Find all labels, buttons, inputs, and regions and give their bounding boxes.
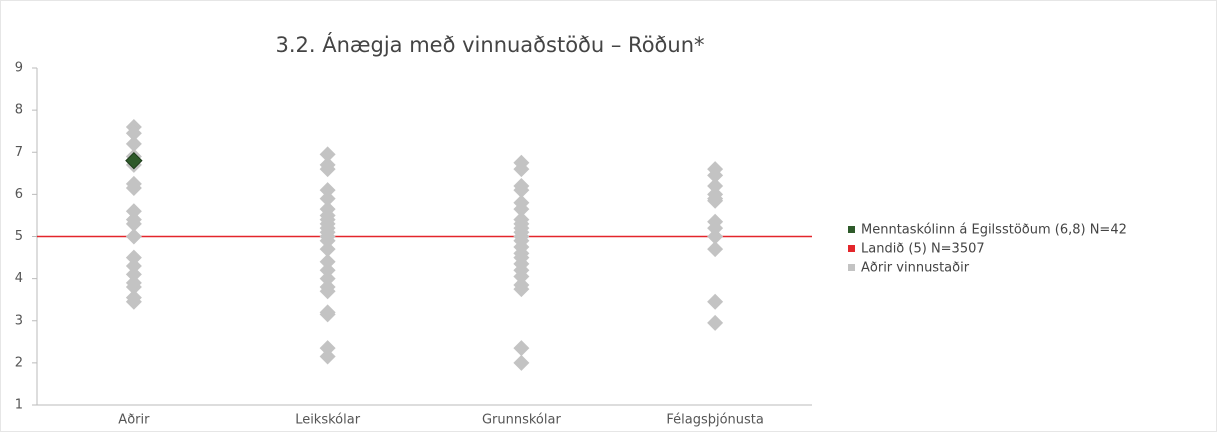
point [707, 192, 724, 209]
point [125, 125, 142, 142]
point [125, 228, 142, 245]
point [319, 161, 336, 178]
point [707, 241, 724, 258]
legend-swatch [848, 226, 855, 233]
point [707, 167, 724, 184]
point [125, 266, 142, 283]
point [319, 241, 336, 258]
point [707, 293, 724, 310]
point [319, 182, 336, 199]
point [125, 203, 142, 220]
point [125, 257, 142, 274]
point [513, 340, 530, 357]
point [125, 135, 142, 152]
legend-label: Aðrir vinnustaðir [861, 261, 970, 276]
point [319, 283, 336, 300]
y-tick-label: 9 [15, 61, 23, 76]
point [513, 281, 530, 298]
point [319, 348, 336, 365]
y-tick-label: 6 [15, 187, 23, 202]
legend-label: Landið (5) N=3507 [861, 242, 985, 257]
chart-title: 3.2. Ánægja með vinnuaðstöðu – Röðun* [275, 32, 704, 57]
x-tick-label: Grunnskólar [482, 413, 562, 428]
point [707, 177, 724, 194]
point [513, 268, 530, 285]
point [319, 340, 336, 357]
point [319, 232, 336, 249]
point [513, 201, 530, 218]
point [125, 293, 142, 310]
x-tick-label: Félagsþjónusta [666, 413, 764, 428]
point [707, 220, 724, 237]
point [125, 249, 142, 266]
point [707, 314, 724, 331]
y-tick-label: 4 [15, 271, 23, 286]
x-tick-label: Aðrir [118, 413, 150, 428]
point [319, 262, 336, 279]
point [513, 161, 530, 178]
y-tick-label: 7 [15, 145, 23, 160]
point [125, 279, 142, 296]
y-tick-label: 3 [15, 313, 23, 328]
point [319, 306, 336, 323]
point [707, 228, 724, 245]
point [125, 215, 142, 232]
point [319, 253, 336, 270]
y-tick-label: 2 [15, 355, 23, 370]
y-tick-label: 1 [15, 398, 23, 413]
point [125, 180, 142, 197]
point [513, 354, 530, 371]
y-tick-label: 5 [15, 229, 23, 244]
legend-swatch [848, 245, 855, 252]
point [319, 146, 336, 163]
point [125, 151, 143, 170]
legend-swatch [848, 264, 855, 271]
x-tick-label: Leikskólar [295, 413, 361, 428]
point [319, 270, 336, 287]
y-tick-label: 8 [15, 103, 23, 118]
point [319, 190, 336, 207]
point [513, 182, 530, 199]
legend-label: Menntaskólinn á Egilsstöðum (6,8) N=42 [861, 223, 1127, 238]
